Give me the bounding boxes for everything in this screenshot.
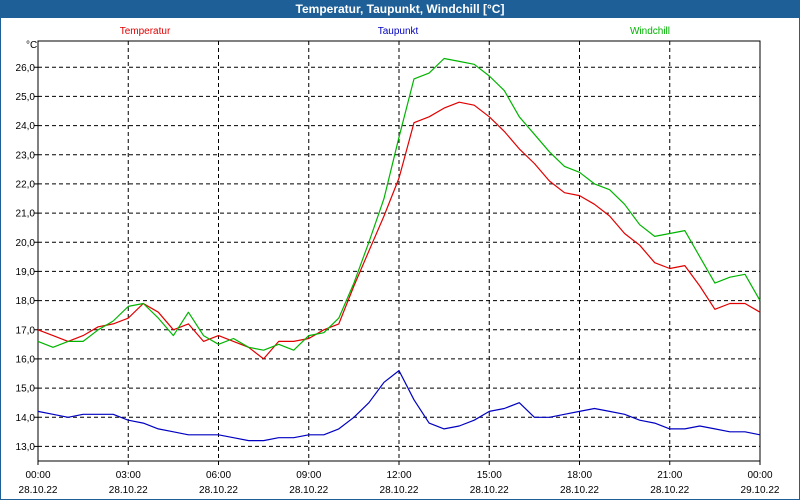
y-tick-label: 23,0 bbox=[16, 150, 36, 161]
x-tick-time-label: 09:00 bbox=[296, 470, 321, 481]
y-tick-label: 13,0 bbox=[16, 442, 36, 453]
series-line-temperatur bbox=[37, 101, 761, 360]
y-axis-ticks: 13,0 14,0 15,0 16,0 17,0 18,0 19,0 20,0 21,0 22,0… bbox=[16, 63, 38, 453]
y-tick-label: 26,0 bbox=[16, 63, 36, 74]
x-tick-date-label: 28.10.22 bbox=[470, 485, 509, 496]
y-tick-label: 14,0 bbox=[16, 413, 36, 424]
y-tick-label: 18,0 bbox=[16, 296, 36, 307]
series-line-taupunkt bbox=[37, 370, 761, 442]
x-tick-date-label: 28.10.22 bbox=[199, 485, 238, 496]
x-tick-date-label: 28.10.22 bbox=[380, 485, 419, 496]
legend-entry-windchill: Windchill bbox=[630, 26, 670, 37]
x-tick-time-label: 21:00 bbox=[657, 470, 682, 481]
y-tick-label: 17,0 bbox=[16, 325, 36, 336]
y-tick-label: 25,0 bbox=[16, 92, 36, 103]
series-line-windchill bbox=[37, 57, 761, 351]
x-tick-time-label: 00:00 bbox=[25, 470, 50, 481]
legend-entry-taupunkt: Taupunkt bbox=[378, 26, 419, 37]
x-tick-date-label: 28.10.22 bbox=[650, 485, 689, 496]
y-tick-label: 22,0 bbox=[16, 179, 36, 190]
y-tick-label: 15,0 bbox=[16, 384, 36, 395]
y-tick-label: 19,0 bbox=[16, 267, 36, 278]
series-lines bbox=[37, 57, 761, 442]
legend-entry-temperatur: Temperatur bbox=[120, 26, 171, 37]
y-tick-label: 20,0 bbox=[16, 238, 36, 249]
legend: Temperatur Taupunkt Windchill bbox=[120, 26, 670, 37]
x-tick-time-label: 15:00 bbox=[477, 470, 502, 481]
x-tick-date-label: 29.10.22 bbox=[741, 485, 780, 496]
chart-title: Temperatur, Taupunkt, Windchill [°C] bbox=[0, 0, 800, 18]
x-tick-time-label: 06:00 bbox=[206, 470, 231, 481]
grid bbox=[38, 41, 760, 461]
x-tick-date-label: 28.10.22 bbox=[560, 485, 599, 496]
x-tick-date-label: 28.10.22 bbox=[19, 485, 58, 496]
y-tick-label: 21,0 bbox=[16, 209, 36, 220]
x-axis-ticks: 00:00 28.10.22 03:00 28.10.22 06:00 28.10.22 0… bbox=[19, 461, 780, 496]
x-tick-time-label: 00:00 bbox=[747, 470, 772, 481]
y-tick-label: 16,0 bbox=[16, 354, 36, 365]
x-tick-time-label: 18:00 bbox=[567, 470, 592, 481]
x-tick-time-label: 12:00 bbox=[386, 470, 411, 481]
x-tick-date-label: 28.10.22 bbox=[289, 485, 328, 496]
y-tick-label: 24,0 bbox=[16, 121, 36, 132]
x-tick-date-label: 28.10.22 bbox=[109, 485, 148, 496]
x-tick-time-label: 03:00 bbox=[116, 470, 141, 481]
y-axis-label: °C bbox=[26, 40, 37, 51]
